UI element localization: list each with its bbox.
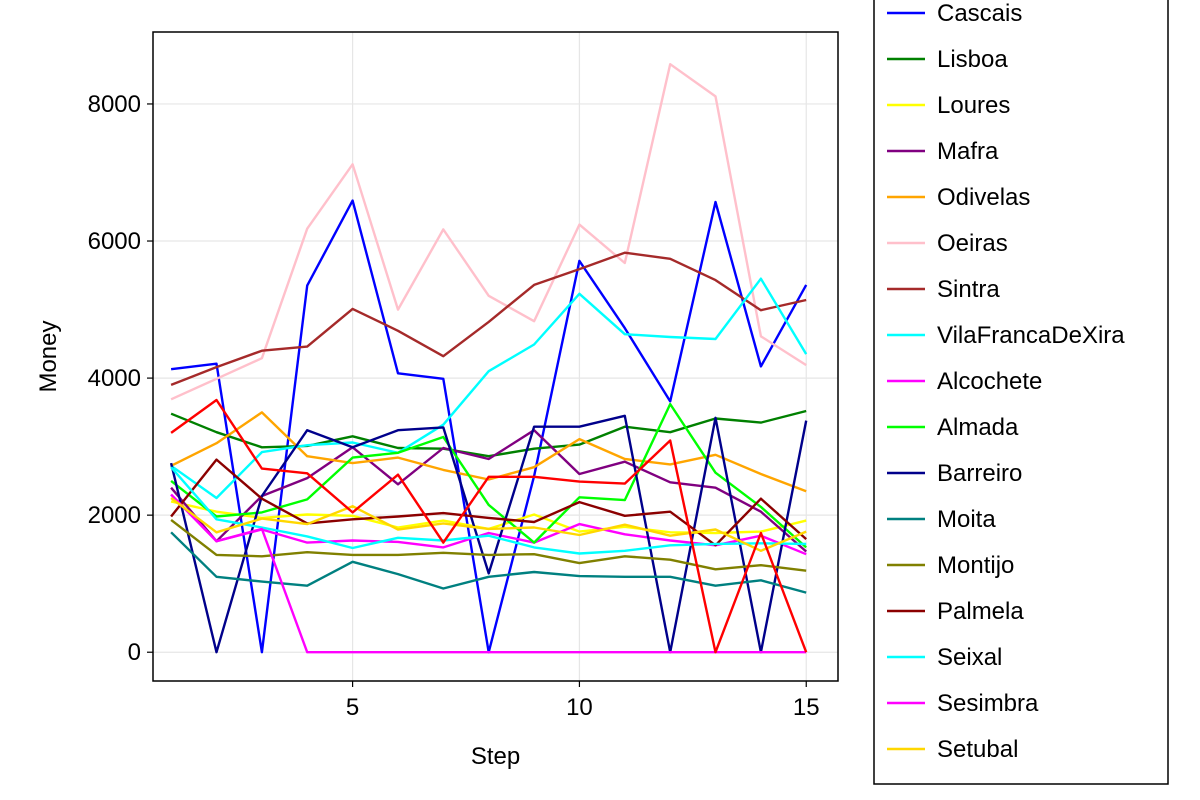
legend-label-montijo: Montijo	[937, 552, 1014, 579]
x-tick-label: 5	[346, 694, 359, 721]
y-tick-label: 0	[128, 639, 141, 666]
legend-label-odivelas: Odivelas	[937, 184, 1030, 211]
legend-label-oeiras: Oeiras	[937, 230, 1008, 257]
y-tick-label: 4000	[88, 365, 141, 392]
series-line-seixal	[170, 466, 807, 555]
series-line-montijo	[170, 518, 807, 572]
y-tick-label: 6000	[88, 228, 141, 255]
y-tick-label: 2000	[88, 502, 141, 529]
x-tick-label: 15	[793, 694, 820, 721]
series-line-setubal	[170, 497, 807, 552]
series-line-sesimbra	[170, 493, 807, 654]
x-axis-label: Step	[471, 743, 520, 770]
x-tick-label: 10	[566, 694, 593, 721]
legend-label-lisboa: Lisboa	[937, 46, 1008, 73]
series-line-unlabeled	[170, 398, 808, 654]
legend-label-mafra: Mafra	[937, 138, 999, 165]
series-line-odivelas	[170, 411, 807, 493]
series-line-lisboa	[170, 409, 807, 458]
legend: Cascais Lisboa Loures Mafra Odivelas Oeiras Si…	[873, 0, 1169, 785]
legend-label-sesimbra: Sesimbra	[937, 690, 1039, 717]
plot-area: 5 10 15 0 2000 4000 6000 8000	[88, 31, 839, 721]
x-axis: 5 10 15	[346, 681, 820, 721]
y-tick-label: 8000	[88, 91, 141, 118]
plot-frame	[152, 31, 839, 682]
series-line-mafra	[170, 429, 807, 553]
legend-label-sintra: Sintra	[937, 276, 1000, 303]
grid	[153, 32, 838, 681]
series-line-sintra	[170, 251, 807, 387]
y-axis-label: Money	[35, 320, 62, 392]
legend-label-almada: Almada	[937, 414, 1019, 441]
legend-label-loures: Loures	[937, 92, 1010, 119]
legend-label-alcochete: Alcochete	[937, 368, 1042, 395]
series-line-barreiro	[169, 414, 808, 654]
series-line-palmela	[170, 458, 807, 547]
series-line-oeiras	[170, 62, 807, 401]
legend-label-moita: Moita	[937, 506, 996, 533]
legend-label-cascais: Cascais	[937, 0, 1022, 27]
legend-label-seixal: Seixal	[937, 644, 1002, 671]
legend-label-barreiro: Barreiro	[937, 460, 1022, 487]
legend-label-palmela: Palmela	[937, 598, 1024, 625]
legend-box	[873, 0, 1169, 785]
legend-label-vilafrancadexira: VilaFrancaDeXira	[937, 322, 1125, 349]
series-line-vilafrancadexira	[170, 277, 808, 500]
y-axis: 0 2000 4000 6000 8000	[88, 91, 153, 666]
legend-label-setubal: Setubal	[937, 736, 1018, 763]
series-lines	[169, 62, 808, 654]
